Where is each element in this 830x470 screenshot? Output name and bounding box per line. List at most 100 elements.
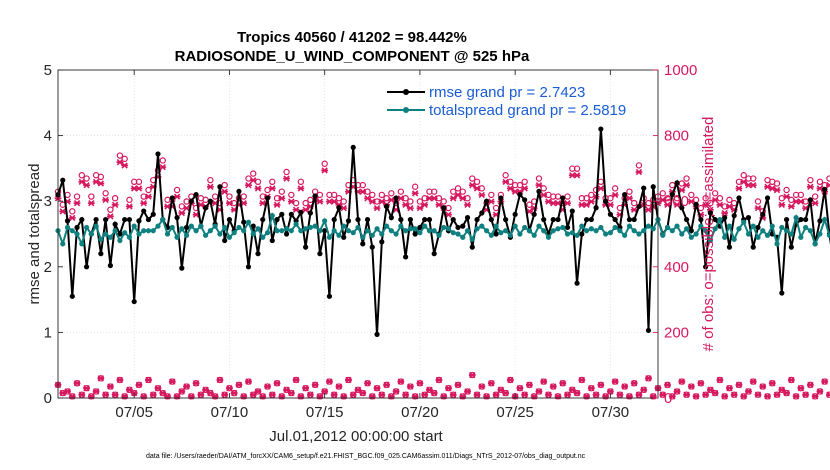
- obs-low-assimilated-marker: [745, 388, 752, 395]
- rmse-point: [688, 228, 694, 234]
- totalspread-point: [674, 223, 680, 229]
- obs-low-assimilated-marker: [735, 381, 743, 389]
- totalspread-point: [341, 223, 347, 229]
- obs-low-assimilated-marker: [545, 391, 552, 398]
- totalspread-point: [374, 226, 380, 232]
- totalspread-point: [750, 223, 756, 229]
- totalspread-point: [593, 228, 599, 234]
- obs-possible-marker: [411, 183, 419, 190]
- obs-low-assimilated-marker: [492, 391, 500, 398]
- obs-assimilated-marker: [597, 185, 605, 192]
- totalspread-point: [317, 228, 323, 234]
- obs-possible-marker: [702, 194, 709, 202]
- totalspread-point: [326, 234, 333, 240]
- rmse-point: [541, 216, 547, 223]
- obs-assimilated-marker: [97, 180, 105, 187]
- obs-low-assimilated-marker: [178, 388, 186, 395]
- obs-assimilated-marker: [407, 204, 414, 212]
- rmse-point: [703, 264, 709, 270]
- obs-assimilated-marker: [711, 196, 719, 204]
- rmse-point: [803, 216, 809, 223]
- obs-low-assimilated-marker: [778, 386, 786, 393]
- obs-low-assimilated-marker: [730, 391, 738, 398]
- rmse-point: [317, 251, 323, 257]
- obs-low-assimilated-marker: [202, 386, 209, 393]
- rmse-point: [179, 265, 185, 271]
- totalspread-point: [817, 231, 823, 237]
- obs-possible-marker: [754, 198, 762, 205]
- rmse-point: [155, 151, 161, 157]
- obs-low-assimilated-marker: [407, 383, 414, 390]
- totalspread-point: [441, 224, 447, 231]
- totalspread-point: [488, 232, 494, 238]
- obs-low-assimilated-marker: [154, 384, 162, 392]
- totalspread-point: [164, 231, 171, 237]
- obs-low-assimilated-marker: [668, 393, 676, 400]
- totalspread-point: [155, 223, 161, 229]
- totalspread-point: [503, 228, 509, 234]
- obs-low-assimilated-marker: [249, 391, 257, 398]
- obs-assimilated-marker: [59, 208, 67, 215]
- obs-assimilated-marker: [268, 185, 276, 192]
- y-left-tick-label: 3: [44, 193, 52, 210]
- obs-low-assimilated-marker: [749, 378, 757, 385]
- obs-low-assimilated-marker: [607, 388, 614, 395]
- totalspread-point: [512, 223, 518, 229]
- rmse-point: [760, 211, 766, 217]
- totalspread-point: [107, 234, 113, 240]
- obs-low-assimilated-marker: [711, 389, 719, 397]
- totalspread-point: [393, 231, 399, 237]
- totalspread-point: [241, 228, 247, 234]
- totalspread-point: [355, 224, 361, 231]
- obs-assimilated-marker: [287, 198, 295, 205]
- obs-low-assimilated-marker: [707, 386, 714, 393]
- obs-assimilated-marker: [373, 204, 381, 212]
- y-right-tick-label: 0: [664, 390, 672, 407]
- totalspread-point: [774, 241, 780, 247]
- obs-assimilated-marker: [178, 209, 186, 217]
- rmse-point: [822, 186, 828, 192]
- totalspread-point: [212, 223, 218, 229]
- rmse-point: [226, 216, 233, 223]
- obs-low-assimilated-marker: [254, 388, 262, 395]
- y-right-tick-label: 600: [664, 193, 689, 210]
- obs-low-assimilated-marker: [378, 391, 386, 398]
- totalspread-point: [364, 228, 371, 234]
- totalspread-point: [703, 228, 709, 234]
- obs-assimilated-marker: [245, 181, 252, 189]
- obs-low-assimilated-marker: [783, 389, 790, 397]
- obs-low-assimilated-marker: [787, 376, 795, 384]
- obs-assimilated-marker: [459, 195, 467, 202]
- rmse-point: [626, 216, 633, 223]
- totalspread-point: [360, 234, 366, 240]
- obs-possible-marker: [573, 165, 581, 172]
- obs-low-assimilated-marker: [159, 389, 167, 397]
- obs-possible-marker: [750, 175, 757, 182]
- totalspread-point: [350, 230, 356, 236]
- obs-low-assimilated-marker: [564, 391, 571, 398]
- rmse-point: [622, 192, 628, 198]
- totalspread-point: [664, 224, 671, 231]
- obs-low-assimilated-marker: [816, 388, 824, 395]
- totalspread-point: [69, 228, 75, 234]
- obs-low-assimilated-marker: [802, 391, 809, 398]
- obs-possible-marker: [407, 198, 414, 205]
- obs-low-assimilated-marker: [73, 380, 81, 387]
- obs-low-assimilated-marker: [145, 376, 152, 384]
- obs-possible-marker: [135, 178, 143, 185]
- rmse-point: [341, 234, 347, 240]
- totalspread-point: [379, 231, 385, 237]
- obs-assimilated-marker: [473, 185, 481, 192]
- totalspread-point: [545, 234, 552, 240]
- obs-possible-marker: [102, 190, 109, 197]
- obs-low-assimilated-marker: [454, 381, 462, 389]
- totalspread-point: [531, 232, 537, 238]
- rmse-point: [531, 211, 537, 217]
- y-right-tick-label: 1000: [664, 62, 697, 79]
- rmse-point: [493, 231, 499, 237]
- totalspread-point: [779, 224, 785, 231]
- obs-assimilated-marker: [554, 200, 562, 207]
- obs-possible-marker: [430, 188, 438, 195]
- rmse-point: [222, 237, 228, 244]
- grid-lines: [58, 69, 658, 399]
